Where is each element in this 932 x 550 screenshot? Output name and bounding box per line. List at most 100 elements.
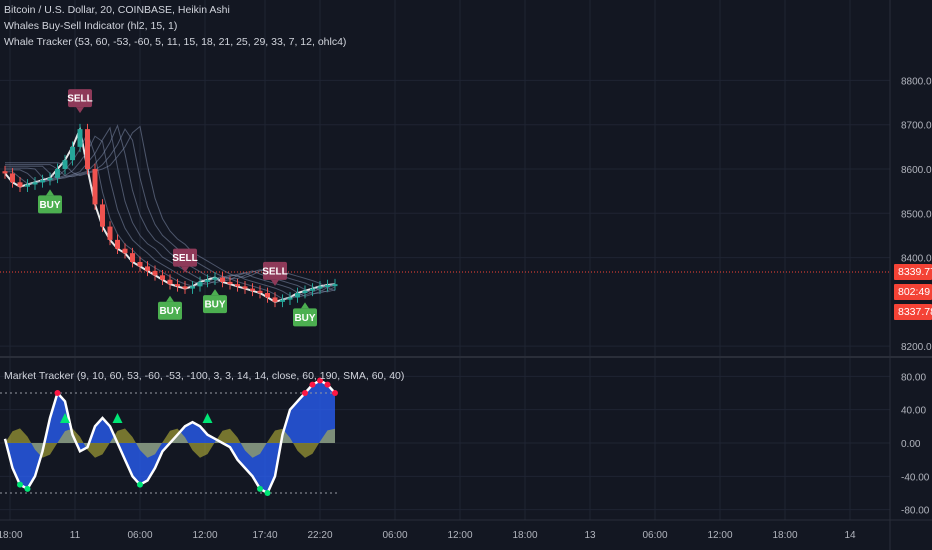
countdown-prefix: 8 [898,286,904,298]
time-tick: 17:40 [252,530,277,541]
osc-up-triangle [202,413,213,423]
buy-signal[interactable]: BUY [203,289,227,314]
time-tick: 12:00 [707,530,732,541]
market-tracker-legend[interactable]: Market Tracker (9, 10, 60, 53, -60, -53,… [4,370,405,382]
candle-body [175,284,180,287]
candle-body [55,169,60,178]
signal-label: BUY [39,200,60,211]
candle-body [310,288,315,291]
time-tick: 22:20 [307,530,332,541]
main-legend[interactable]: Bitcoin / U.S. Dollar, 20, COINBASE, Hei… [4,4,230,16]
osc-secondary-area [5,428,335,458]
signal-label: SELL [172,253,198,264]
price-axis[interactable]: 8800.00 8700.00 8600.00 8500.00 8400.00 8200.… [901,76,932,353]
candle-body [272,297,278,302]
candle-body [182,286,188,289]
time-tick: 18:00 [772,530,797,541]
sell-signal[interactable]: SELL [67,89,93,114]
osc-area [5,380,335,493]
osc-up-triangle [112,413,123,423]
osc-sell-dot [317,377,323,384]
osc-buy-dot [137,481,143,488]
osc-buy-dot [257,485,263,492]
candle-body [235,284,240,287]
oscillator-axis[interactable]: 80.00 40.00 0.00 -40.00 -80.00 [901,372,930,516]
candle-body [137,262,143,267]
candle-body [265,293,270,298]
candle-body [325,285,330,288]
candle-body [122,248,128,254]
signals: SELL BUY SELL BUY BUY SELL BUY [38,89,317,327]
price-tick: 8600.00 [901,165,932,176]
time-tick: 12:00 [192,530,217,541]
sell-signal[interactable]: SELL [262,261,288,286]
buy-signal[interactable]: BUY [38,189,62,214]
time-tick: 18:00 [0,530,23,541]
signal-label: SELL [67,94,93,105]
candle-body [190,286,195,289]
time-axis[interactable]: 18:00 11 06:00 12:00 17:40 22:20 06:00 12:00 18:… [0,530,856,541]
secondary-price-tag: 8337.78 [894,304,932,320]
candle-body [227,281,233,285]
candle-body [70,146,75,161]
signal-pointer [46,189,54,196]
time-tick: 12:00 [447,530,472,541]
candle-body [107,226,113,240]
price-tick: 8700.00 [901,121,932,132]
time-tick: 14 [844,530,856,541]
candle-body [40,180,45,183]
time-tick: 06:00 [127,530,152,541]
candle-body [130,253,135,262]
candle-body [257,290,263,293]
candle-body [280,299,285,302]
candle-body [92,169,98,205]
signal-box [173,248,197,267]
osc-tick: 0.00 [901,439,921,450]
candle-body [115,239,120,249]
signal-box [38,195,62,214]
candle-body [332,284,338,287]
candle-body [250,288,255,291]
osc-buy-dot [24,485,31,492]
osc-sell-dot [302,390,308,396]
signal-box [293,308,317,327]
countdown-tag: 802:49 [894,284,932,300]
candle-body [197,281,203,287]
osc-line [3,379,336,495]
candle-body [160,275,165,280]
osc-buy-dot [264,490,271,496]
countdown-value: 02:49 [903,286,931,298]
signal-pointer [211,289,219,296]
last-price-tag: 8339.77 [894,264,932,280]
price-tick: 8200.00 [901,342,932,353]
signal-label: BUY [159,306,180,317]
candle-body [287,297,293,300]
buy-signal[interactable]: BUY [158,295,182,320]
candle-body [220,277,225,282]
whale-tracker-legend[interactable]: Whale Tracker (53, 60, -53, -60, 5, 11, … [4,36,347,48]
osc-tick: -40.00 [901,472,930,483]
sell-signal[interactable]: SELL [172,248,198,273]
signal-pointer [271,279,279,286]
candle-body [100,204,105,227]
whales-indicator-legend[interactable]: Whales Buy-Sell Indicator (hl2, 15, 1) [4,20,178,32]
candle-body [32,182,38,185]
time-tick: 18:00 [512,530,537,541]
candle-body [205,279,210,282]
buy-signal[interactable]: BUY [293,302,317,327]
signal-pointer [181,266,189,273]
osc-sell-dot [309,381,316,388]
candle-body [10,173,15,183]
time-tick: 13 [584,530,596,541]
time-tick: 11 [70,530,81,541]
candle-body [167,279,173,285]
time-tick: 06:00 [382,530,407,541]
time-tick: 06:00 [642,530,667,541]
candle-body [77,129,83,147]
candle-body [295,293,300,298]
candles [2,123,338,308]
signal-label: SELL [262,266,288,277]
candle-body [85,129,90,169]
candle-body [25,184,30,187]
